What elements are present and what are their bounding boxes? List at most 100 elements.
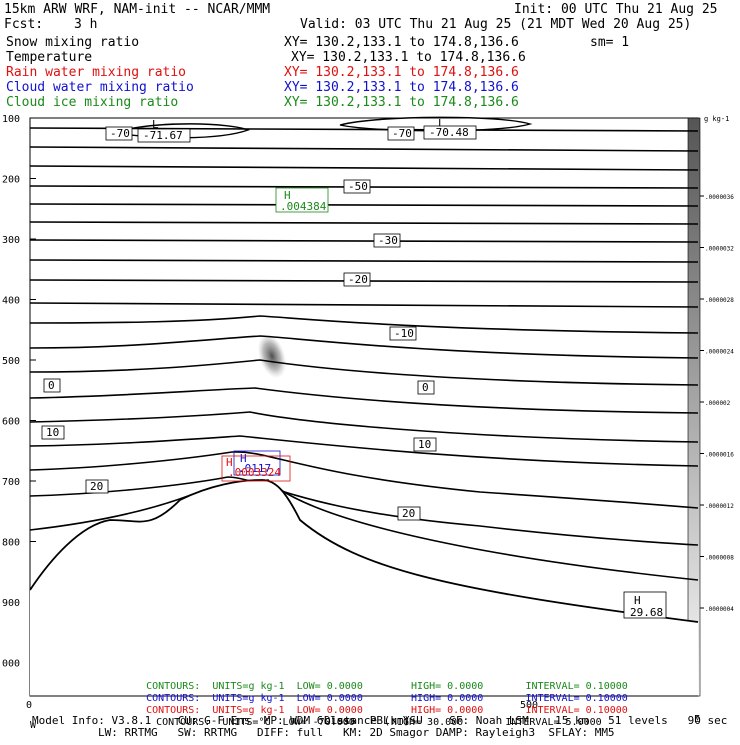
isotherm-line — [29, 435, 699, 467]
isotherm-label-0-left: 0 — [43, 378, 61, 393]
contour-info-cloud-ice: CONTOURS: UNITS=g kg-1 LOW= 0.0000 HIGH=… — [146, 681, 628, 692]
svg-text:-70: -70 — [110, 127, 130, 140]
isotherm-line — [29, 239, 699, 243]
y-tick-label: 200 — [2, 175, 20, 186]
svg-text:-71.67: -71.67 — [143, 129, 183, 142]
isotherm-line — [29, 185, 699, 189]
field-xy-temp: XY= 130.2,133.1 to 174.8,136.6 — [291, 50, 526, 65]
model-title: 15km ARW WRF, NAM-init -- NCAR/MMM — [4, 2, 271, 17]
colorbar-tick-label: .0000032 — [705, 246, 734, 253]
svg-text:L: L — [438, 117, 445, 130]
high-label-temperature: H 29.68 — [623, 591, 667, 619]
isotherm-label-10-left: 10 — [41, 425, 65, 440]
isotherm-line — [29, 279, 699, 283]
isotherm-line — [29, 476, 699, 546]
y-tick-label: 900 — [2, 598, 20, 609]
svg-text:-20: -20 — [348, 273, 368, 286]
y-tick-label: 400 — [2, 296, 20, 307]
svg-text:H: H — [634, 594, 641, 607]
extrema-labels: L -71.67 L -70.48 H 29.68 H .004384 H .0… — [137, 117, 667, 619]
fcst-label: Fcst: — [4, 17, 44, 32]
colorbar-tick-label: .000002 — [705, 400, 731, 407]
svg-text:.004384: .004384 — [280, 200, 327, 213]
svg-text:H: H — [240, 452, 247, 465]
svg-text:-30: -30 — [378, 234, 398, 247]
isotherm-label-minus50: -50 — [343, 179, 371, 194]
svg-text:L: L — [152, 118, 159, 131]
field-xy-rain: XY= 130.2,133.1 to 174.8,136.6 — [284, 65, 519, 80]
colorbar — [687, 117, 701, 697]
valid-time: Valid: 03 UTC Thu 21 Aug 25 (21 MDT Wed … — [300, 17, 692, 32]
contour-info-rain-water: CONTOURS: UNITS=g kg-1 LOW= 0.0000 HIGH=… — [146, 705, 628, 716]
contour-info-temperature: CONTOURS: UNITS=°C LOW= -70.000 HIGH= 30… — [156, 717, 602, 728]
high-label-cloud-water: H .0117 — [233, 450, 281, 476]
svg-text:0: 0 — [422, 381, 429, 394]
y-tick-label: 800 — [2, 538, 20, 549]
y-tick-label: 500 — [2, 356, 20, 367]
svg-text:H: H — [284, 189, 291, 202]
isotherm-line — [29, 359, 699, 386]
field-xy-cloudwater: XY= 130.2,133.1 to 174.8,136.6 — [284, 80, 519, 95]
isotherm-label-20-right: 20 — [397, 506, 421, 521]
isotherm-line — [29, 127, 699, 132]
isotherm-line — [29, 165, 699, 171]
fcst-value: 3 h — [74, 17, 98, 32]
isotherm-label-minus70-left: -70 — [105, 126, 133, 141]
isotherm-line — [29, 387, 699, 414]
isotherm-label-minus10: -10 — [389, 326, 417, 341]
y-tick-label: 300 — [2, 235, 20, 246]
isotherm-labels: -70 -70 -50 -30 -20 -10 0 0 10 10 20 20 — [41, 126, 437, 521]
high-label-rain-water: H .0003324 — [221, 455, 291, 482]
isotherm-line — [29, 203, 699, 207]
x-tick-500: 500 — [520, 700, 538, 711]
svg-text:-10: -10 — [394, 327, 414, 340]
isotherm-label-minus70-right: -70 — [387, 126, 415, 141]
field-name-rain: Rain water mixing ratio — [6, 65, 187, 80]
colorbar-tick-label: .0000016 — [705, 452, 734, 459]
field-xy-cloudice: XY= 130.2,133.1 to 174.8,136.6 — [284, 95, 519, 110]
y-tick-label: 100 — [2, 114, 20, 125]
colorbar-ticks: .0000036 .0000032 .0000028 .0000024 .000002.… — [700, 194, 734, 613]
low-label-left: L -71.67 — [137, 118, 191, 143]
terrain-line — [29, 479, 699, 623]
svg-text:0: 0 — [48, 379, 55, 392]
isotherm-label-minus20: -20 — [343, 272, 371, 287]
isotherm-line — [29, 221, 699, 225]
isotherm-line — [29, 315, 699, 334]
field-name-cloudwater: Cloud water mixing ratio — [6, 80, 194, 95]
isotherm-label-20-left: 20 — [85, 479, 109, 494]
svg-text:-70.48: -70.48 — [429, 126, 469, 139]
svg-text:29.68: 29.68 — [630, 606, 663, 619]
y-tick-label: 000 — [2, 659, 20, 670]
svg-text:20: 20 — [90, 480, 103, 493]
west-marker: W — [30, 720, 37, 731]
svg-text:-50: -50 — [348, 180, 368, 193]
isotherm-line — [29, 335, 699, 359]
low-label-right: L -70.48 — [423, 117, 477, 140]
x-axis-label: Distance (km) — [324, 714, 410, 727]
svg-text:10: 10 — [418, 438, 431, 451]
svg-text:-70: -70 — [392, 127, 412, 140]
temperature-isotherms — [29, 127, 699, 581]
field-name-temp: Temperature — [6, 50, 93, 65]
isotherm-line — [29, 259, 699, 263]
smoothing: sm= 1 — [590, 35, 630, 50]
isotherm-label-minus30: -30 — [373, 233, 401, 248]
colorbar-tick-label: .0000024 — [705, 349, 734, 356]
svg-text:10: 10 — [46, 426, 59, 439]
isotherm-line — [29, 411, 699, 443]
field-xy-snow: XY= 130.2,133.1 to 174.8,136.6 — [284, 35, 519, 50]
isotherm-line — [29, 146, 699, 152]
y-tick-label: 700 — [2, 477, 20, 488]
isotherm-label-0-right: 0 — [417, 380, 435, 395]
model-info-line1: Model Info: V3.8.1 CU: G-F Ens MP: WDM 6… — [32, 714, 728, 727]
init-time: Init: 00 UTC Thu 21 Aug 25 — [514, 2, 718, 17]
isotherm-label-10-right: 10 — [413, 437, 437, 452]
x-tick-0: 0 — [26, 700, 32, 711]
colorbar-tick-label: .0000012 — [705, 503, 734, 510]
isotherm-line — [29, 451, 699, 509]
svg-text:H: H — [226, 456, 233, 469]
snow-mixing-ratio-shade — [257, 333, 287, 379]
svg-text:.0117: .0117 — [238, 462, 271, 475]
